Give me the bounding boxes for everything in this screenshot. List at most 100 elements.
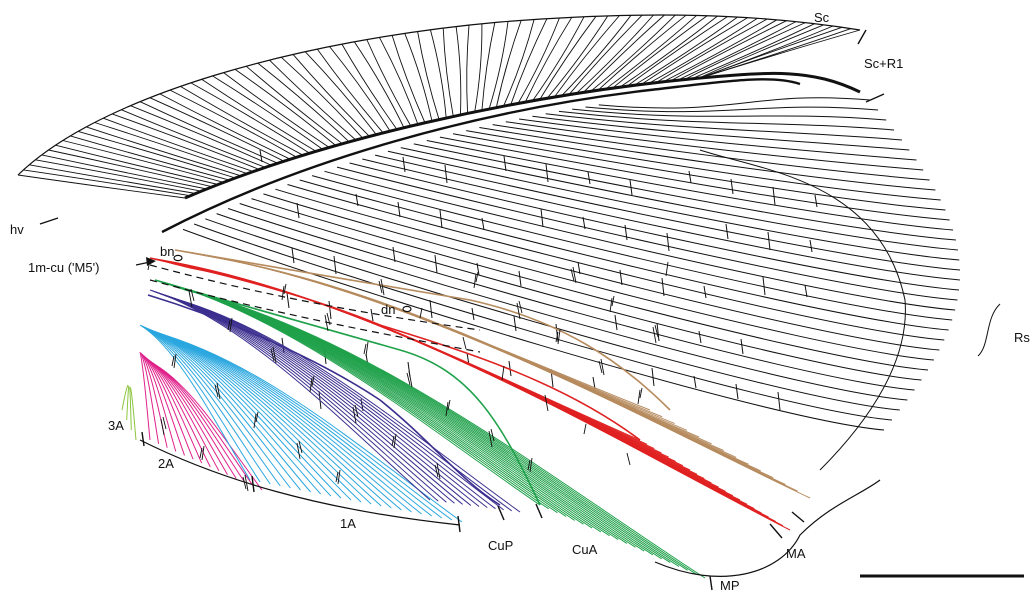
costal-veinlet [103,117,254,173]
costal-veinlet [391,35,426,123]
radial-vein [466,130,941,201]
costal-veinlet [669,20,787,82]
crossvein-colored [242,476,247,490]
costal-veinlet [698,24,824,79]
costal-veinlet [648,17,758,84]
costal-veinlet [366,39,412,127]
crossvein [809,239,813,253]
crossvein-colored [255,411,259,423]
costal-veinlet [488,21,509,110]
crossvein [592,376,596,390]
costal-veinlet [546,15,609,99]
label-sc-r1: Sc+R1 [864,56,903,71]
vein-cup [149,289,431,501]
crossvein-colored [253,413,257,429]
costal-veinlet [62,140,224,183]
costal-veinlet [190,82,310,154]
crossvein [614,314,618,331]
costal-veinlet [280,56,364,139]
costal-veinlet [633,16,738,86]
crossvein-colored [570,268,575,282]
crossvein-colored [324,314,329,332]
radial-vein [239,203,922,381]
costal-veinlet [379,37,419,125]
crossvein-colored [378,280,383,294]
crossvein-colored [270,348,275,362]
costal-veinlet [341,43,398,130]
tick-ma [769,523,783,539]
costal-veinlet [503,19,535,107]
costal-veinlet [495,20,522,108]
crossvein [328,300,332,320]
crossvein-colored [406,372,411,386]
costal-veinlet [575,14,654,94]
crossvein [772,186,776,206]
radial-vein [598,97,871,109]
radial-vein [492,124,930,181]
crossvein [582,216,586,230]
crossvein [693,375,697,389]
vein-1a [145,327,332,497]
costal-margin [17,14,861,176]
radial-vein [400,147,958,251]
vein-cua [184,289,706,579]
vein-2a [140,352,160,444]
costal-veinlet [553,15,620,98]
crossvein-colored [227,319,231,331]
label-cup: CuP [488,538,513,553]
crossvein-colored [296,442,301,460]
costal-veinlet [201,78,317,152]
crossvein-colored [609,297,613,313]
costal-veinlet [130,105,272,166]
costal-veinlet [662,19,778,83]
crossvein-colored [665,261,669,277]
crossvein-colored [583,423,587,435]
costal-veinlet [699,26,843,79]
costal-veinlet [234,68,337,146]
crossvein [814,194,818,208]
crossvein-colored [171,355,175,367]
crossvein-colored [352,406,357,424]
crossvein-colored [393,433,397,449]
crossvein [518,270,522,287]
label-hv: hv [10,222,24,237]
crossvein [333,255,337,275]
crossvein [762,276,766,296]
crossvein-colored [354,404,359,418]
radial-vein [585,106,879,113]
crossvein-colored [162,416,167,430]
costal-veinlet [212,75,323,150]
costal-veinlet [48,149,213,188]
crossvein [476,262,480,276]
crossvein-colored [462,336,467,350]
radial-vein [532,115,910,151]
crossvein-colored [516,302,521,320]
costal-veinlet [474,23,483,112]
crossvein [545,163,549,183]
crossvein-colored [391,435,395,447]
costal-veinlet [677,21,797,81]
crossvein-colored [309,377,313,393]
crossvein-colored [436,462,441,480]
crossvein [740,338,744,355]
costal-veinlet [466,25,470,114]
crossvein-colored [652,326,657,344]
radial-vein [311,175,953,321]
crossvein [392,246,396,263]
costal-veinlet [70,135,230,181]
tick-cua [535,503,543,519]
crossvein [503,155,507,172]
crossvein-colored [490,428,495,442]
fold-line-upper [149,264,481,331]
crossvein-colored [518,300,523,314]
crossvein-colored [363,343,367,355]
crossvein [370,308,374,322]
r-vein [161,78,801,234]
radial-vein [299,179,949,331]
crossvein-colored [529,457,533,473]
tick-sc [857,29,867,45]
vein-2a [142,354,185,456]
crossvein [624,224,628,241]
costal-veinlet [180,86,304,156]
